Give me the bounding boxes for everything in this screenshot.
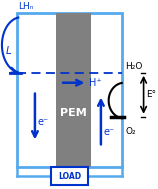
Text: PEM: PEM <box>60 108 87 118</box>
Text: H₂O: H₂O <box>125 62 143 71</box>
Text: LHₙ: LHₙ <box>18 2 34 11</box>
Text: H⁺: H⁺ <box>89 78 102 88</box>
Text: E°: E° <box>146 90 157 99</box>
Text: e⁻: e⁻ <box>104 127 115 137</box>
Text: L: L <box>6 46 12 56</box>
Text: e⁻: e⁻ <box>38 117 49 127</box>
FancyBboxPatch shape <box>51 167 88 185</box>
Bar <box>56 13 91 167</box>
Text: O₂: O₂ <box>125 127 136 136</box>
Text: LOAD: LOAD <box>58 172 81 180</box>
Bar <box>18 13 122 167</box>
